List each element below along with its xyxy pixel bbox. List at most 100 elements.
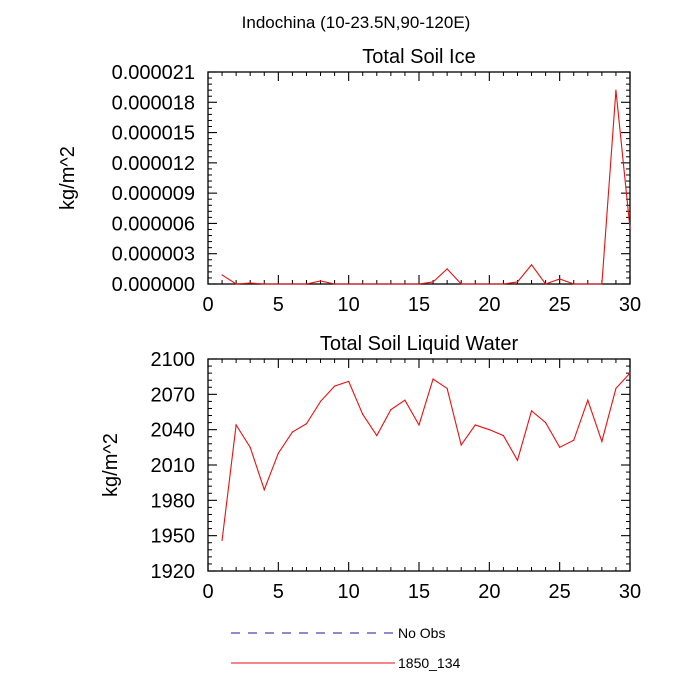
data-point <box>221 274 223 276</box>
data-point <box>601 440 603 443</box>
soil-ice-plot: Total Soil Ice kg/m^2 0 5 10 15 20 25 30 0.000000… <box>57 46 641 316</box>
data-point <box>615 89 617 91</box>
x-tick-label: 5 <box>273 294 284 316</box>
data-point <box>263 283 265 285</box>
y-tick-label: 2100 <box>151 349 196 371</box>
data-point <box>277 452 279 454</box>
data-point <box>446 387 448 390</box>
data-point <box>573 439 575 441</box>
data-point <box>235 424 237 426</box>
x-tick-label: 25 <box>549 581 571 603</box>
data-point <box>432 378 434 380</box>
data-point <box>502 434 504 437</box>
x-tick-label: 15 <box>408 294 430 316</box>
y-axis-label: kg/m^2 <box>57 146 79 210</box>
legend-label: 1850_134 <box>398 655 461 671</box>
data-point <box>404 399 406 401</box>
data-point <box>559 446 561 448</box>
data-point <box>432 281 434 283</box>
data-point <box>348 283 350 285</box>
x-tick-label: 25 <box>549 294 571 316</box>
data-point <box>305 283 308 285</box>
x-tick-label: 30 <box>619 581 641 603</box>
data-point <box>601 283 603 285</box>
data-point <box>376 283 378 285</box>
y-tick-label: 1980 <box>151 490 196 512</box>
plot-title: Total Soil Ice <box>362 46 475 68</box>
data-point <box>277 283 279 285</box>
data-point <box>418 424 420 426</box>
data-point <box>460 283 462 285</box>
x-tick-label: 5 <box>273 581 284 603</box>
y-tick-label: 2070 <box>151 384 196 406</box>
data-point <box>305 423 308 425</box>
data-point <box>629 227 631 230</box>
data-point <box>587 283 589 285</box>
y-axis-label: kg/m^2 <box>100 433 122 497</box>
data-point <box>390 409 392 411</box>
y-tick-label: 0.000000 <box>112 274 195 296</box>
data-point <box>362 413 364 415</box>
data-point <box>545 422 547 424</box>
x-tick-label: 15 <box>408 581 430 603</box>
data-point <box>502 283 504 285</box>
data-point <box>474 283 476 285</box>
data-point <box>404 283 406 285</box>
x-tick-label: 20 <box>478 581 500 603</box>
data-point <box>488 429 490 431</box>
data-point <box>235 283 237 285</box>
data-point <box>418 283 420 285</box>
data-point <box>460 444 462 446</box>
data-point <box>573 283 575 285</box>
data-point <box>530 264 533 266</box>
x-tick-label: 10 <box>338 581 360 603</box>
data-point <box>334 283 336 285</box>
y-tick-label: 0.000021 <box>112 62 195 84</box>
legend: No Obs 1850_134 <box>231 625 461 671</box>
soil-liquid-water-plot: Total Soil Liquid Water kg/m^2 0 5 10 15 20 25 3… <box>100 333 641 603</box>
data-point <box>376 434 378 437</box>
x-tick-label: 0 <box>202 294 213 316</box>
data-point <box>263 489 265 491</box>
data-point <box>559 278 561 280</box>
plot-title: Total Soil Liquid Water <box>320 333 519 355</box>
plot-frame <box>207 358 631 572</box>
data-point <box>446 268 448 270</box>
y-tick-label: 0.000012 <box>112 153 195 175</box>
data-point <box>516 281 519 283</box>
data-point <box>319 400 322 402</box>
y-tick-label: 0.000018 <box>112 92 195 114</box>
series-line <box>221 372 631 541</box>
data-point <box>545 283 547 285</box>
series-line <box>221 90 631 285</box>
data-point <box>516 459 519 461</box>
x-tick-label: 0 <box>202 581 213 603</box>
figure-suptitle: Indochina (10-23.5N,90-120E) <box>242 13 471 32</box>
y-tick-label: 0.000006 <box>112 213 195 235</box>
data-point <box>530 410 533 412</box>
data-point <box>587 399 589 401</box>
data-point <box>362 283 364 285</box>
x-tick-label: 20 <box>478 294 500 316</box>
data-point <box>334 385 336 387</box>
plot-frame <box>207 71 631 285</box>
data-point <box>488 283 490 285</box>
y-tick-label: 0.000009 <box>112 183 195 205</box>
y-tick-label: 1920 <box>151 561 196 583</box>
data-point <box>249 282 251 284</box>
legend-label: No Obs <box>398 625 445 641</box>
y-tick-label: 0.000003 <box>112 244 195 266</box>
data-point <box>474 424 476 426</box>
y-tick-label: 1950 <box>151 526 196 548</box>
data-point <box>291 431 293 433</box>
data-point <box>629 372 631 374</box>
data-point <box>319 280 322 282</box>
data-point <box>221 539 223 541</box>
y-tick-label: 2040 <box>151 420 196 442</box>
y-tick-label: 0.000015 <box>112 123 195 145</box>
data-point <box>348 380 350 382</box>
x-tick-label: 30 <box>619 294 641 316</box>
data-point <box>390 283 392 285</box>
data-point <box>615 387 617 390</box>
